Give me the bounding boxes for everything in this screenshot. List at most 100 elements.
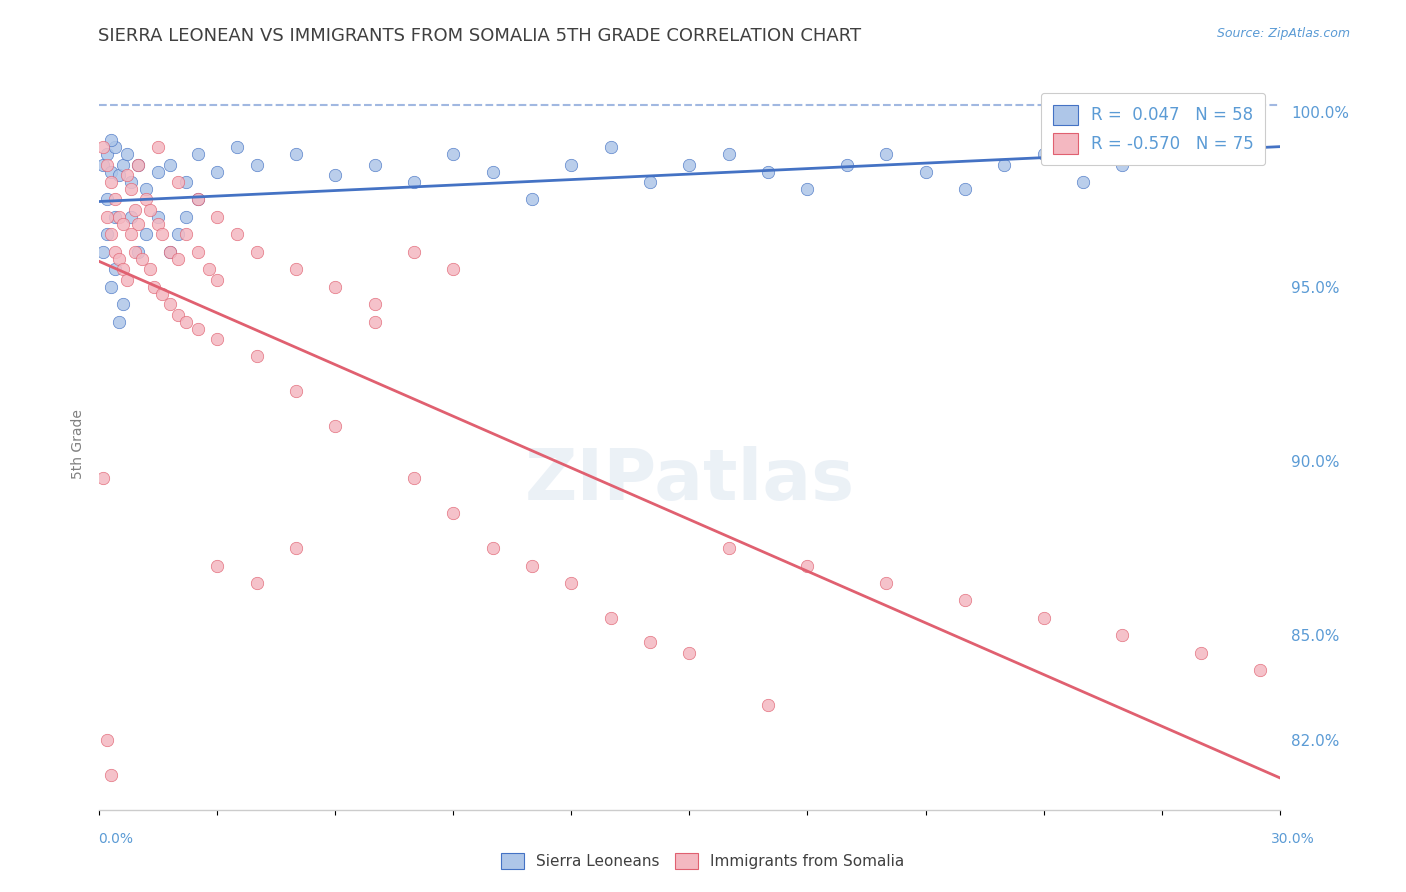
Point xyxy=(104,244,127,259)
Point xyxy=(111,262,134,277)
Point xyxy=(100,227,122,242)
Point xyxy=(104,140,127,154)
Point xyxy=(1249,663,1271,677)
Point xyxy=(91,244,114,259)
Point xyxy=(159,297,181,311)
Point xyxy=(481,541,503,556)
Text: Source: ZipAtlas.com: Source: ZipAtlas.com xyxy=(1216,27,1350,40)
Point xyxy=(150,286,173,301)
Point xyxy=(284,147,307,161)
Point xyxy=(124,202,146,217)
Point xyxy=(166,308,188,322)
Point xyxy=(441,262,464,277)
Point xyxy=(143,279,166,293)
Point xyxy=(402,244,425,259)
Point xyxy=(756,698,779,712)
Point xyxy=(363,158,385,172)
Point xyxy=(441,506,464,520)
Point xyxy=(993,158,1015,172)
Point xyxy=(96,210,118,224)
Point xyxy=(150,227,173,242)
Point xyxy=(91,140,114,154)
Point xyxy=(1150,147,1173,161)
Point xyxy=(205,273,228,287)
Point xyxy=(638,175,661,189)
Point xyxy=(402,471,425,485)
Point xyxy=(120,227,142,242)
Point xyxy=(638,635,661,649)
Point xyxy=(166,252,188,266)
Point xyxy=(560,576,582,591)
Point xyxy=(100,768,122,782)
Point xyxy=(91,158,114,172)
Point xyxy=(1189,646,1212,660)
Point xyxy=(402,175,425,189)
Point xyxy=(120,182,142,196)
Point xyxy=(146,164,169,178)
Point xyxy=(1111,158,1133,172)
Point xyxy=(245,576,267,591)
Point xyxy=(717,541,740,556)
Point xyxy=(284,384,307,399)
Point xyxy=(914,164,936,178)
Text: ZIPatlas: ZIPatlas xyxy=(524,446,855,515)
Point xyxy=(186,147,208,161)
Point xyxy=(104,210,127,224)
Point xyxy=(756,164,779,178)
Point xyxy=(159,244,181,259)
Point xyxy=(100,175,122,189)
Point xyxy=(159,244,181,259)
Point xyxy=(599,611,621,625)
Point xyxy=(323,279,346,293)
Point xyxy=(146,210,169,224)
Point xyxy=(107,314,129,328)
Point xyxy=(520,558,543,573)
Point xyxy=(796,558,818,573)
Text: 0.0%: 0.0% xyxy=(98,832,134,846)
Point xyxy=(198,262,221,277)
Point xyxy=(127,217,149,231)
Point xyxy=(953,593,976,607)
Point xyxy=(104,193,127,207)
Point xyxy=(124,244,146,259)
Text: SIERRA LEONEAN VS IMMIGRANTS FROM SOMALIA 5TH GRADE CORRELATION CHART: SIERRA LEONEAN VS IMMIGRANTS FROM SOMALI… xyxy=(98,27,862,45)
Point xyxy=(115,147,138,161)
Point xyxy=(115,273,138,287)
Point xyxy=(186,244,208,259)
Point xyxy=(120,210,142,224)
Point xyxy=(146,217,169,231)
Point xyxy=(481,164,503,178)
Point xyxy=(100,164,122,178)
Point xyxy=(111,297,134,311)
Point xyxy=(100,279,122,293)
Point xyxy=(205,558,228,573)
Point xyxy=(131,252,153,266)
Point xyxy=(107,252,129,266)
Point xyxy=(96,733,118,747)
Point xyxy=(174,227,197,242)
Point xyxy=(139,202,162,217)
Point xyxy=(107,210,129,224)
Point xyxy=(284,541,307,556)
Point xyxy=(107,168,129,182)
Legend: R =  0.047   N = 58, R = -0.570   N = 75: R = 0.047 N = 58, R = -0.570 N = 75 xyxy=(1040,93,1265,165)
Point xyxy=(953,182,976,196)
Point xyxy=(225,140,247,154)
Point xyxy=(225,227,247,242)
Point xyxy=(174,314,197,328)
Point xyxy=(205,332,228,346)
Point xyxy=(139,262,162,277)
Point xyxy=(96,193,118,207)
Point xyxy=(1032,611,1054,625)
Point xyxy=(875,576,897,591)
Point xyxy=(146,140,169,154)
Point xyxy=(127,158,149,172)
Point xyxy=(520,193,543,207)
Point xyxy=(166,175,188,189)
Point xyxy=(100,133,122,147)
Point xyxy=(91,471,114,485)
Point xyxy=(120,175,142,189)
Point xyxy=(245,158,267,172)
Point xyxy=(111,158,134,172)
Point xyxy=(166,227,188,242)
